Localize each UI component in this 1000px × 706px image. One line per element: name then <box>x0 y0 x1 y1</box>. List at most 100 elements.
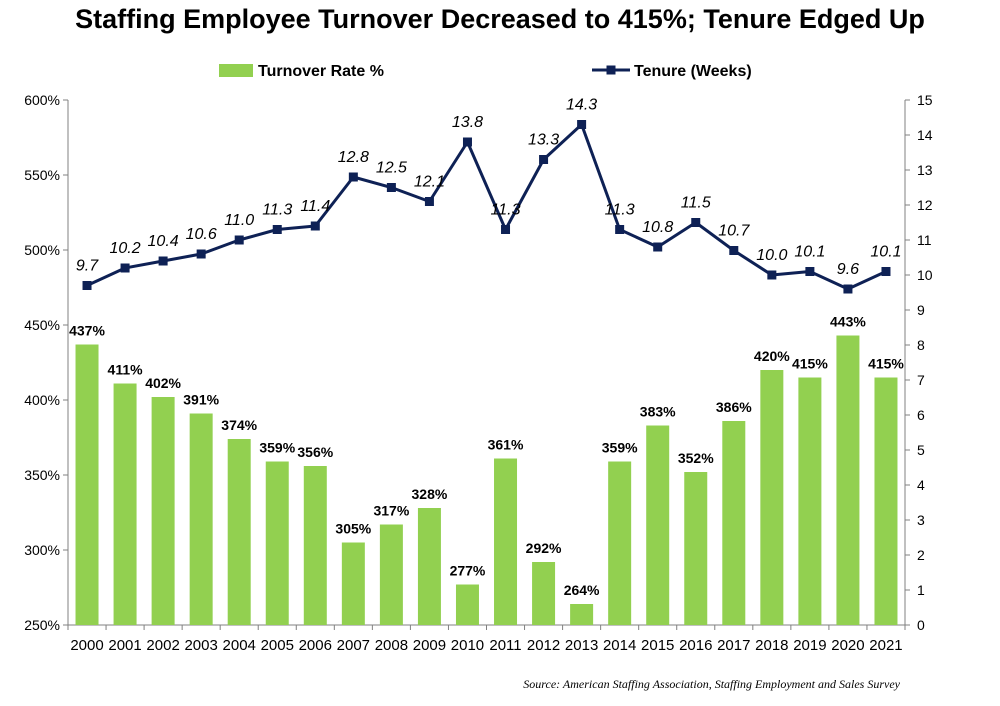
left-axis-tick-label: 550% <box>24 167 60 183</box>
left-axis-tick-label: 600% <box>24 92 60 108</box>
left-axis-tick-label: 400% <box>24 392 60 408</box>
right-axis-tick-label: 10 <box>917 267 933 283</box>
turnover-data-label: 386% <box>716 399 752 415</box>
x-axis-tick-label: 2000 <box>70 637 103 654</box>
turnover-bar <box>798 377 822 625</box>
tenure-data-label: 13.3 <box>528 132 559 149</box>
tenure-marker <box>82 281 92 290</box>
turnover-bar <box>75 344 99 625</box>
tenure-data-label: 12.5 <box>376 160 407 177</box>
turnover-data-label: 411% <box>108 362 144 378</box>
x-axis-tick-label: 2013 <box>565 637 598 654</box>
tenure-data-label: 14.3 <box>566 97 597 114</box>
turnover-bar <box>455 584 479 625</box>
turnover-data-label: 374% <box>221 417 257 433</box>
turnover-bar <box>532 562 556 625</box>
source-note: Source: American Staffing Association, S… <box>523 677 900 691</box>
tenure-marker <box>843 284 853 294</box>
x-axis-tick-label: 2019 <box>793 637 826 654</box>
right-axis-tick-label: 14 <box>917 127 933 143</box>
x-axis-tick-label: 2007 <box>337 637 370 654</box>
tenure-data-label: 11.3 <box>262 202 292 219</box>
tenure-marker <box>539 155 549 164</box>
turnover-bar <box>417 508 441 625</box>
x-axis-tick-label: 2018 <box>755 637 788 654</box>
x-axis-tick-label: 2009 <box>413 637 446 654</box>
tenure-data-label: 10.7 <box>718 223 750 240</box>
turnover-data-label: 292% <box>526 540 562 556</box>
right-axis-tick-label: 0 <box>917 617 925 633</box>
right-axis-tick-label: 15 <box>917 92 933 108</box>
tenure-data-label: 10.2 <box>109 240 140 257</box>
x-axis-tick-label: 2016 <box>679 637 712 654</box>
turnover-data-label: 328% <box>412 486 448 502</box>
tenure-marker <box>348 172 358 182</box>
x-axis-tick-label: 2017 <box>717 637 750 654</box>
turnover-data-label: 383% <box>640 404 676 420</box>
x-axis-tick-label: 2015 <box>641 637 674 654</box>
tenure-data-label: 10.8 <box>642 219 673 236</box>
right-axis-tick-label: 13 <box>917 162 933 178</box>
tenure-marker <box>158 256 168 266</box>
tenure-marker <box>120 263 130 273</box>
right-axis-tick-label: 5 <box>917 442 925 458</box>
tenure-data-label: 10.1 <box>870 244 901 261</box>
turnover-data-label: 391% <box>183 392 219 408</box>
tenure-marker <box>691 218 701 227</box>
right-axis-tick-label: 2 <box>917 547 925 563</box>
tenure-data-label: 10.0 <box>756 247 787 264</box>
tenure-data-label: 11.0 <box>224 212 254 229</box>
turnover-data-label: 352% <box>678 450 714 466</box>
turnover-data-label: 415% <box>868 356 904 372</box>
turnover-bar <box>151 397 175 625</box>
turnover-bar <box>265 461 289 625</box>
tenure-data-label: 11.4 <box>300 198 330 215</box>
turnover-data-label: 437% <box>69 323 105 339</box>
x-axis-tick-label: 2001 <box>108 637 141 654</box>
legend-turnover-label: Turnover Rate % <box>258 63 384 80</box>
legend-tenure-marker <box>606 65 616 75</box>
tenure-marker <box>462 137 472 147</box>
turnover-data-label: 356% <box>297 444 333 460</box>
turnover-data-label: 443% <box>830 314 866 330</box>
right-axis-tick-label: 7 <box>917 372 925 388</box>
x-axis-tick-label: 2003 <box>184 637 217 654</box>
tenure-line <box>86 123 887 291</box>
tenure-data-label: 11.3 <box>491 202 521 219</box>
tenure-data-label: 11.5 <box>681 195 711 212</box>
turnover-data-label: 420% <box>754 348 790 364</box>
turnover-data-label: 317% <box>373 503 409 519</box>
tenure-marker <box>234 235 244 245</box>
turnover-bar <box>874 377 898 625</box>
x-axis-tick-label: 2006 <box>299 637 332 654</box>
right-axis-tick-label: 12 <box>917 197 933 213</box>
turnover-bar <box>189 413 213 625</box>
turnover-bar <box>646 425 670 625</box>
right-axis-tick-label: 6 <box>917 407 925 423</box>
turnover-bar <box>494 458 518 625</box>
tenure-marker <box>272 225 282 234</box>
turnover-bar <box>722 421 746 625</box>
tenure-marker <box>424 197 434 206</box>
turnover-bar <box>760 370 784 625</box>
x-axis-tick-label: 2010 <box>451 637 484 654</box>
right-axis-tick-label: 8 <box>917 337 925 353</box>
tenure-marker <box>310 221 320 231</box>
tenure-data-label: 12.1 <box>414 174 445 191</box>
turnover-data-label: 359% <box>259 440 295 456</box>
tenure-marker <box>805 267 815 276</box>
legend-tenure-label: Tenure (Weeks) <box>634 63 752 80</box>
tenure-marker <box>767 270 777 280</box>
tenure-data-label: 10.1 <box>794 244 825 261</box>
turnover-bar <box>379 524 403 625</box>
right-axis-tick-label: 11 <box>917 232 932 248</box>
turnover-data-label: 264% <box>564 582 600 598</box>
legend-turnover-swatch <box>219 64 253 77</box>
right-axis-tick-label: 9 <box>917 302 925 318</box>
x-axis-tick-label: 2008 <box>375 637 408 654</box>
tenure-data-label: 11.3 <box>605 202 635 219</box>
tenure-data-label: 10.6 <box>186 226 217 243</box>
x-axis-tick-label: 2005 <box>261 637 294 654</box>
x-axis-tick-label: 2014 <box>603 637 636 654</box>
